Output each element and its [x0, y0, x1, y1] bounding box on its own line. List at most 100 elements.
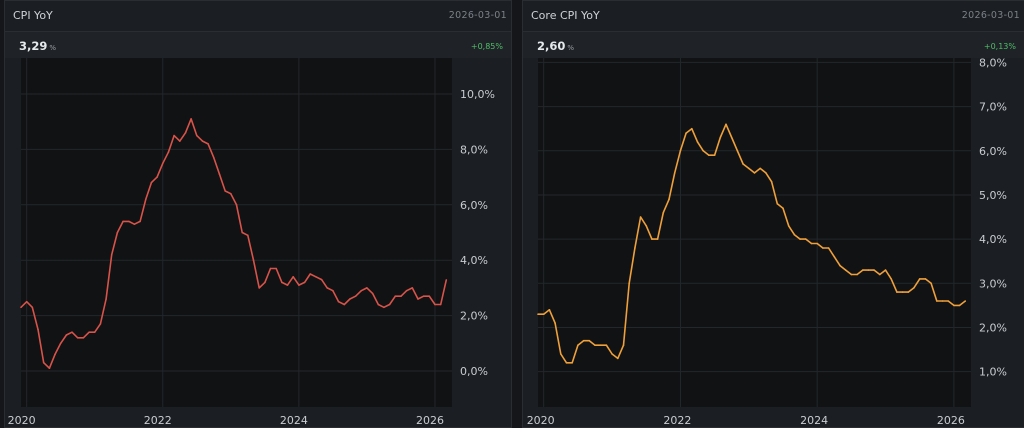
data-point	[713, 154, 716, 156]
data-point	[730, 136, 733, 139]
x-tick-label: 2024	[280, 414, 308, 427]
data-point	[434, 303, 436, 306]
data-point	[617, 357, 619, 360]
plot-area	[538, 58, 971, 407]
data-point	[269, 267, 272, 270]
data-point	[548, 309, 551, 311]
data-point	[332, 289, 334, 292]
data-point	[827, 247, 830, 249]
data-point	[816, 242, 818, 245]
data-point	[264, 281, 266, 284]
data-point	[862, 269, 864, 271]
data-point	[145, 198, 147, 201]
data-point	[93, 331, 96, 334]
data-point	[759, 167, 761, 170]
y-tick-label: 1,0%	[979, 366, 1007, 379]
panel-header: CPI YoY 2026-03-01	[5, 1, 511, 32]
data-point	[953, 304, 955, 307]
data-point	[196, 134, 198, 137]
data-point	[235, 204, 238, 206]
data-point	[247, 234, 249, 237]
y-tick-label: 5,0%	[979, 189, 1007, 202]
data-point	[930, 282, 932, 285]
data-point	[320, 278, 323, 281]
data-point	[337, 300, 340, 303]
panel-summary: 2,60% +0,13%	[523, 32, 1024, 58]
data-point	[116, 231, 119, 234]
data-point	[184, 132, 187, 134]
data-point	[748, 167, 750, 170]
data-point	[850, 273, 853, 276]
data-point	[218, 173, 221, 176]
x-tick-label: 2026	[937, 414, 965, 427]
value-unit: %	[49, 44, 57, 52]
cpi-yoy-chart[interactable]: 0,0% 2,0% 4,0% 6,0% 8,0% 10,0% 2020 2022 2024 202…	[5, 58, 512, 428]
data-point	[445, 279, 448, 281]
y-tick-label: 10,0%	[460, 88, 495, 101]
y-tick-label: 3,0%	[979, 277, 1007, 290]
data-point	[366, 287, 368, 289]
data-point	[213, 156, 215, 159]
data-point	[879, 273, 881, 276]
data-point	[708, 154, 710, 156]
cpi-yoy-panel: CPI YoY 2026-03-01 3,29% +0,85% 0,0% 2,0%…	[4, 0, 512, 428]
data-point	[411, 287, 414, 289]
data-point	[725, 123, 727, 126]
data-point	[360, 289, 363, 292]
data-point	[298, 284, 300, 286]
data-point	[787, 225, 790, 227]
data-point	[941, 300, 944, 302]
data-point	[20, 306, 22, 309]
plot-area	[21, 58, 452, 407]
y-tick-label: 0,0%	[460, 365, 488, 378]
data-point	[742, 163, 744, 165]
current-value: 2,60%	[537, 39, 574, 53]
data-point	[31, 306, 34, 309]
data-point	[753, 172, 756, 174]
data-point	[281, 281, 283, 284]
data-point	[400, 295, 402, 297]
x-tick-label: 2020	[527, 414, 555, 427]
change-badge: +0,13%	[983, 42, 1016, 51]
data-point	[405, 289, 408, 292]
data-point	[417, 298, 419, 300]
data-point	[139, 220, 141, 223]
data-point	[907, 291, 910, 293]
data-point	[896, 291, 898, 293]
data-point	[588, 339, 591, 342]
data-point	[571, 362, 573, 364]
data-point	[394, 295, 397, 297]
data-point	[605, 344, 608, 347]
data-point	[377, 303, 380, 306]
data-point	[326, 287, 329, 289]
data-point	[82, 337, 85, 339]
core-cpi-yoy-chart[interactable]: 1,0% 2,0% 3,0% 4,0% 5,0% 6,0% 7,0% 8,0% 2020 2022…	[523, 58, 1024, 428]
data-point	[286, 284, 289, 286]
panel-summary: 3,29% +0,85%	[5, 32, 511, 58]
data-point	[702, 150, 704, 152]
data-point	[258, 287, 260, 289]
data-point	[901, 291, 904, 293]
data-point	[691, 127, 693, 130]
data-point	[252, 259, 255, 261]
data-point	[844, 269, 847, 271]
data-point	[428, 295, 431, 297]
data-point	[577, 344, 579, 347]
data-point	[230, 192, 232, 195]
data-point	[349, 298, 351, 300]
data-point	[25, 300, 28, 303]
data-point	[873, 269, 875, 271]
data-point	[839, 264, 841, 267]
data-point	[673, 172, 676, 174]
change-badge: +0,85%	[470, 42, 503, 51]
data-point	[179, 140, 181, 142]
data-point	[599, 344, 602, 347]
data-point	[110, 253, 113, 256]
data-point	[71, 331, 73, 334]
data-point	[651, 238, 653, 240]
data-point	[241, 231, 243, 234]
y-tick-label: 4,0%	[460, 254, 488, 267]
data-point	[924, 278, 927, 280]
data-point	[88, 331, 90, 334]
value-number: 2,60	[537, 39, 566, 53]
